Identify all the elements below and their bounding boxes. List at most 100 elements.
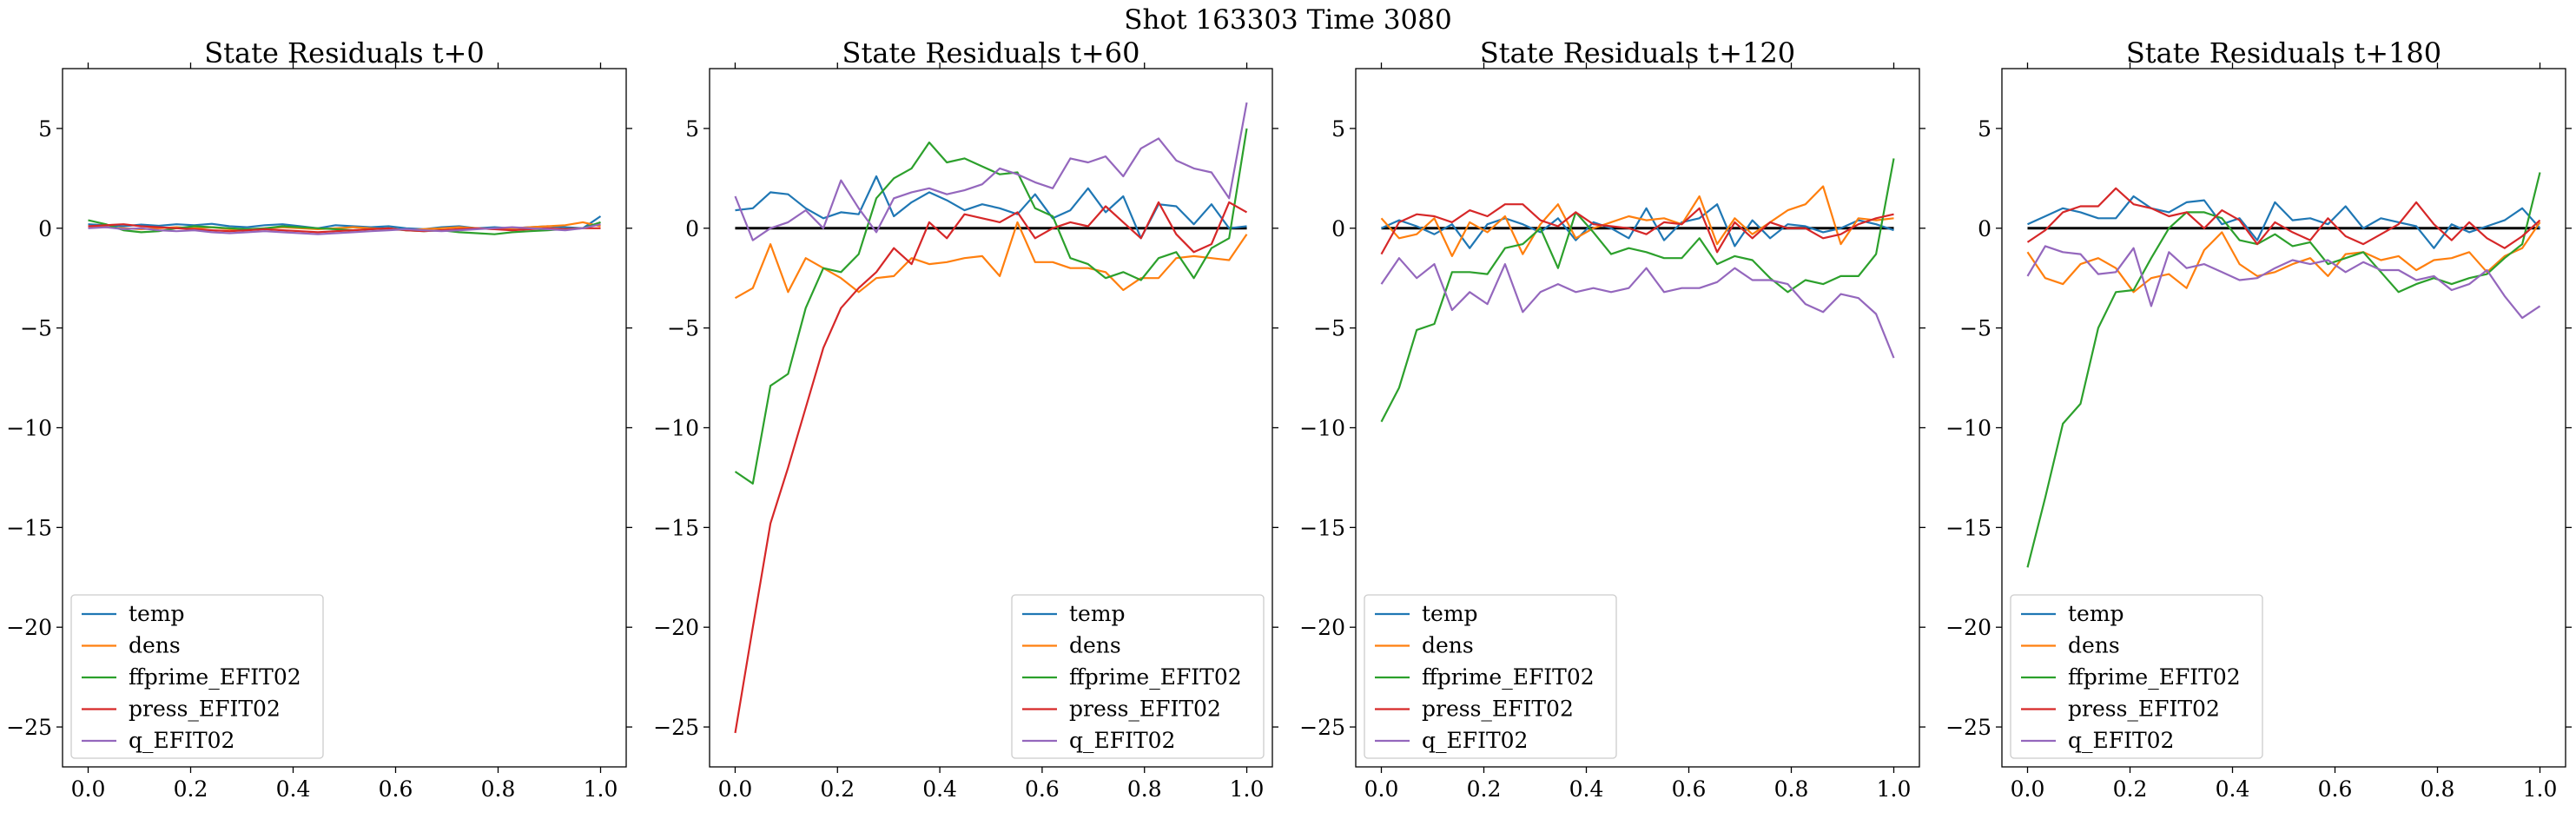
- series-line-ffprime-efit02: [734, 128, 1248, 485]
- legend-label-press-efit02: press_EFIT02: [1069, 697, 1221, 722]
- legend-label-q-efit02: q_EFIT02: [1422, 728, 1528, 753]
- figure-title: Shot 163303 Time 3080: [1124, 4, 1451, 36]
- series-line-press-efit02: [734, 201, 1248, 734]
- series-line-q-efit02: [88, 223, 601, 235]
- legend-frame: [70, 594, 324, 759]
- x-tick-label: 0.2: [1467, 776, 1502, 802]
- series-line-q-efit02: [1380, 257, 1895, 359]
- panel-title: State Residuals t+60: [842, 36, 1140, 69]
- legend: temp dens ffprime_EFIT02 press_EFIT02 q_EFIT…: [1011, 594, 1265, 759]
- y-tick-label: 0: [38, 216, 52, 241]
- y-tick-label: −25: [1299, 715, 1345, 740]
- y-tick-label: 0: [685, 216, 699, 241]
- panel-title: State Residuals t+0: [204, 36, 485, 69]
- y-tick-label: −10: [6, 415, 52, 440]
- y-tick-label: −5: [667, 316, 699, 341]
- legend: temp dens ffprime_EFIT02 press_EFIT02 q_EFIT…: [1364, 594, 1617, 759]
- legend-label-q-efit02: q_EFIT02: [129, 728, 234, 753]
- x-tick-label: 0.6: [1025, 776, 1060, 802]
- legend-label-press-efit02: press_EFIT02: [1422, 697, 1574, 722]
- y-tick-label: −10: [653, 415, 699, 440]
- legend-label-temp: temp: [129, 601, 185, 626]
- x-tick-label: 0.8: [2421, 776, 2455, 802]
- y-tick-label: −5: [1959, 316, 1991, 341]
- x-tick-label: 0.0: [718, 776, 753, 802]
- legend-label-temp: temp: [1422, 601, 1478, 626]
- legend-label-ffprime-efit02: ffprime_EFIT02: [129, 664, 301, 690]
- plot-frame: [709, 68, 1273, 768]
- series-line-ffprime-efit02: [1380, 158, 1895, 423]
- y-tick-label: −15: [6, 515, 52, 540]
- x-tick-label: 0.8: [1774, 776, 1809, 802]
- y-tick-label: −15: [1945, 515, 1991, 540]
- panel-1: State Residuals t+0 0.0 0.2 0.4 0.6 0.8 1.0 5 0 −…: [6, 36, 632, 802]
- legend-label-ffprime-efit02: ffprime_EFIT02: [2068, 664, 2241, 690]
- y-tick-label: −25: [1945, 715, 1991, 740]
- x-tick-label: 1.0: [584, 776, 618, 802]
- series-line-dens: [2026, 221, 2541, 294]
- y-tick-label: −15: [653, 515, 699, 540]
- series-line-temp: [1381, 203, 1894, 249]
- y-tick-label: 5: [38, 116, 52, 142]
- legend-label-temp: temp: [2068, 601, 2124, 626]
- y-tick-label: 0: [1331, 216, 1345, 241]
- panels: State Residuals t+0 0.0 0.2 0.4 0.6 0.8 1.0 5 0 −…: [6, 36, 2572, 802]
- x-tick-label: 1.0: [1877, 776, 1912, 802]
- panel-3: State Residuals t+120 0.0 0.2 0.4 0.6 0.8 1.0 5…: [1299, 36, 1925, 802]
- legend-frame: [1011, 594, 1265, 759]
- y-tick-label: −10: [1299, 415, 1345, 440]
- x-tick-label: 0.0: [71, 776, 106, 802]
- legend-label-press-efit02: press_EFIT02: [129, 697, 281, 722]
- legend-label-dens: dens: [1069, 633, 1121, 658]
- panel-title: State Residuals t+180: [2126, 36, 2441, 69]
- y-tick-label: 5: [1331, 116, 1345, 142]
- x-tick-label: 0.6: [379, 776, 413, 802]
- x-tick-label: 0.4: [276, 776, 311, 802]
- y-tick-label: −25: [6, 715, 52, 740]
- legend-label-ffprime-efit02: ffprime_EFIT02: [1422, 664, 1595, 690]
- legend-label-q-efit02: q_EFIT02: [2068, 728, 2174, 753]
- legend-label-press-efit02: press_EFIT02: [2068, 697, 2220, 722]
- x-tick-label: 0.6: [2318, 776, 2353, 802]
- series-line-press-efit02: [88, 223, 601, 234]
- x-tick-label: 0.8: [481, 776, 516, 802]
- series-line-press-efit02: [2026, 187, 2541, 249]
- series-line-press-efit02: [1380, 203, 1894, 255]
- x-tick-label: 0.2: [174, 776, 208, 802]
- y-tick-label: −15: [1299, 515, 1345, 540]
- y-tick-label: −20: [1945, 615, 1991, 640]
- series-line-ffprime-efit02: [2026, 172, 2541, 568]
- x-tick-label: 0.4: [1569, 776, 1604, 802]
- x-tick-label: 0.0: [2011, 776, 2045, 802]
- series-line-q-efit02: [2026, 245, 2541, 320]
- plot-frame: [2001, 68, 2566, 768]
- series-line-temp: [735, 175, 1247, 240]
- legend-label-ffprime-efit02: ffprime_EFIT02: [1069, 664, 1242, 690]
- y-tick-label: −5: [20, 316, 52, 341]
- x-tick-label: 0.4: [922, 776, 957, 802]
- x-tick-label: 0.0: [1364, 776, 1399, 802]
- legend-label-dens: dens: [2068, 633, 2120, 658]
- legend-frame: [1364, 594, 1617, 759]
- x-tick-label: 0.4: [2216, 776, 2250, 802]
- y-tick-label: −5: [1313, 316, 1345, 341]
- legend-label-q-efit02: q_EFIT02: [1069, 728, 1175, 753]
- panel-2: State Residuals t+60 0.0 0.2 0.4 0.6 0.8 1.0 5 0…: [653, 36, 1278, 802]
- x-tick-label: 0.8: [1127, 776, 1162, 802]
- panel-title: State Residuals t+120: [1480, 36, 1795, 69]
- plot-frame: [62, 68, 627, 768]
- y-tick-label: −20: [1299, 615, 1345, 640]
- legend-frame: [2010, 594, 2263, 759]
- series-line-dens: [734, 221, 1248, 300]
- legend: temp dens ffprime_EFIT02 press_EFIT02 q_EFIT…: [70, 594, 324, 759]
- legend-label-temp: temp: [1069, 601, 1126, 626]
- legend-label-dens: dens: [1422, 633, 1474, 658]
- x-tick-label: 0.6: [1672, 776, 1707, 802]
- x-tick-label: 1.0: [1230, 776, 1265, 802]
- series-line-q-efit02: [734, 102, 1248, 241]
- y-tick-label: −20: [6, 615, 52, 640]
- y-tick-label: 5: [685, 116, 699, 142]
- x-tick-label: 0.2: [820, 776, 855, 802]
- series-line-temp: [2027, 195, 2541, 249]
